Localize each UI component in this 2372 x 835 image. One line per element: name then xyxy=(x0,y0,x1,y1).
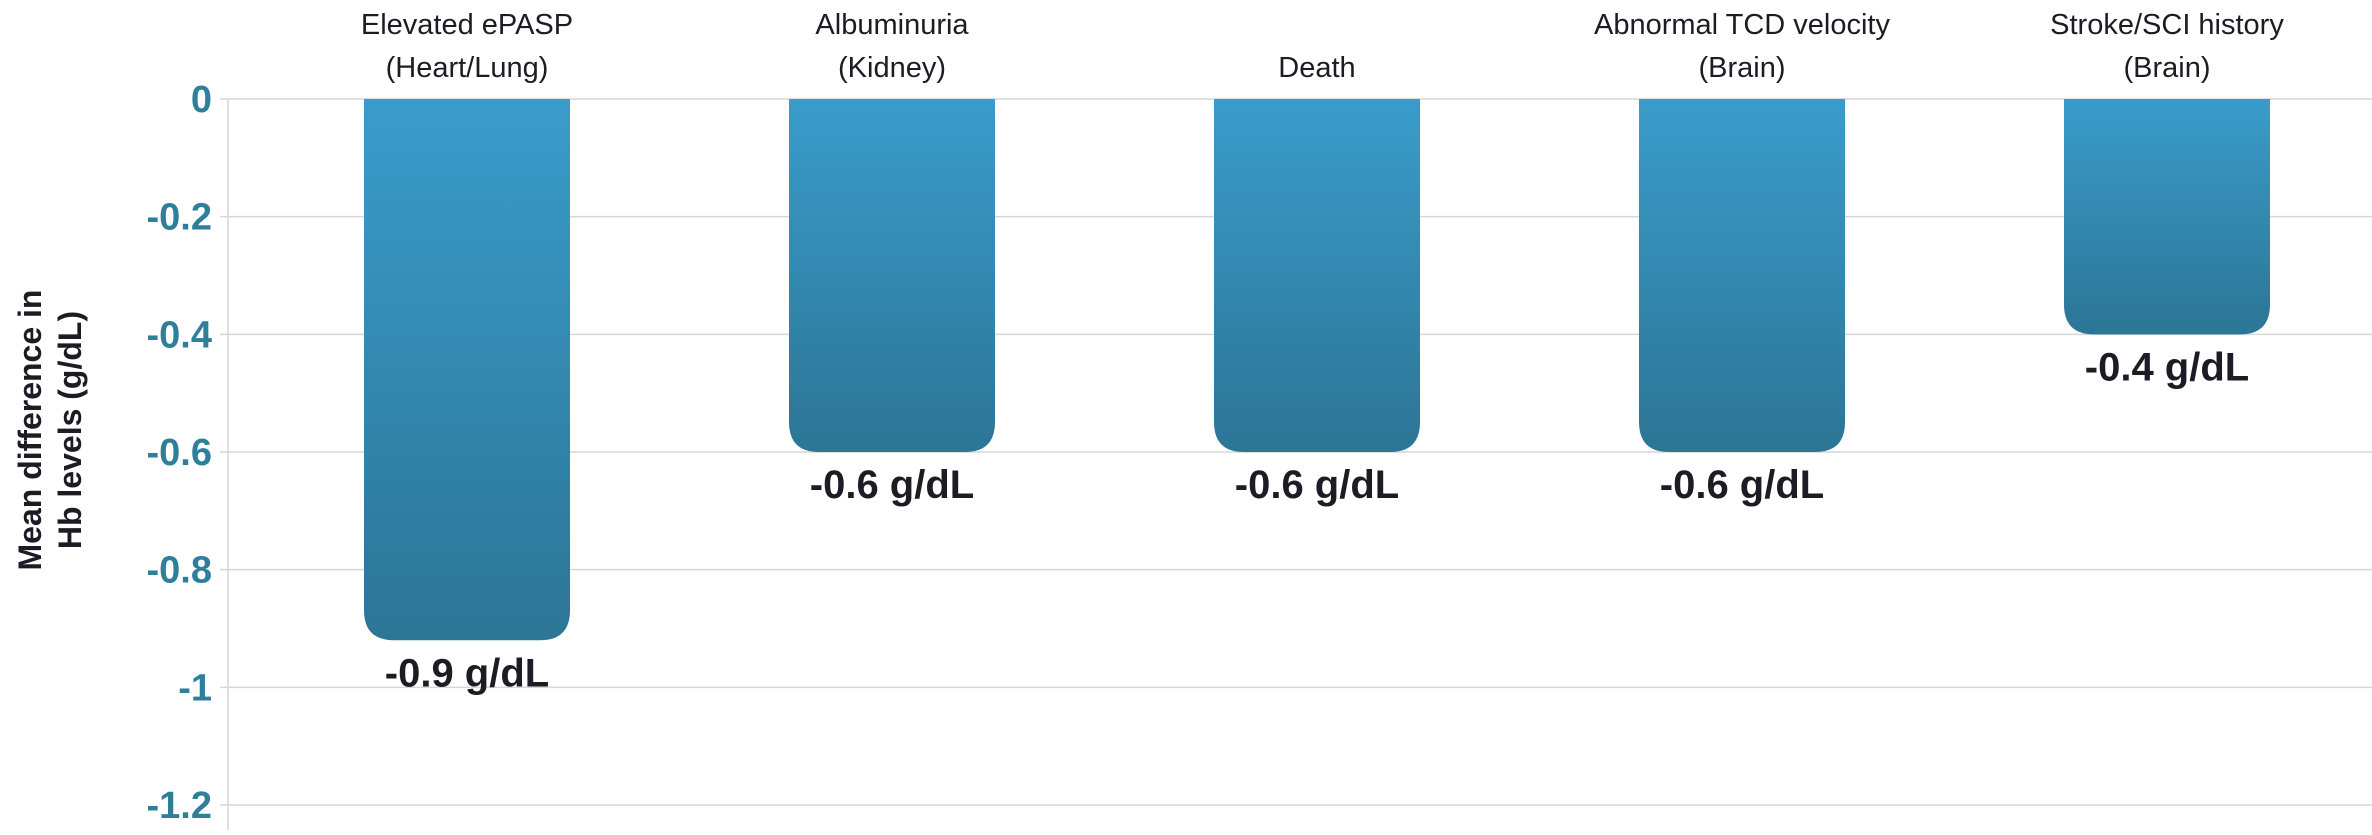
category-label: Albuminuria (Kidney) xyxy=(815,9,969,84)
category-label: Stroke/SCI history (Brain) xyxy=(2050,9,2284,84)
category-label: Elevated ePASP (Heart/Lung) xyxy=(361,9,573,84)
bar xyxy=(789,99,995,452)
bar xyxy=(1214,99,1420,452)
bar xyxy=(1639,99,1845,452)
y-tick-label: -0.4 xyxy=(147,314,212,356)
category-label-line: Death xyxy=(1278,52,1355,84)
category-label-line: Stroke/SCI history xyxy=(2050,9,2284,41)
y-tick-label: -0.8 xyxy=(147,550,212,592)
category-label-line: (Brain) xyxy=(2123,52,2210,84)
bar xyxy=(364,99,570,641)
category-label-line: (Heart/Lung) xyxy=(386,52,549,84)
y-tick-label: 0 xyxy=(191,79,212,121)
y-axis-title: Mean difference in Hb levels (g/dL) xyxy=(12,290,88,571)
bars xyxy=(364,99,2270,641)
y-tick-label: -1 xyxy=(178,667,212,709)
category-label-line: Albuminuria xyxy=(815,9,969,41)
bar-value-label: -0.6 g/dL xyxy=(810,463,974,507)
y-axis: 0 -0.2 -0.4 -0.6 -0.8 -1 -1.2 Mean difference i… xyxy=(12,79,229,830)
category-label-line: (Kidney) xyxy=(838,52,946,84)
bar-value-label: -0.6 g/dL xyxy=(1235,463,1399,507)
y-tick-label: -0.2 xyxy=(147,197,212,239)
y-axis-title-line: Mean difference in xyxy=(12,290,48,571)
bar-value-label: -0.9 g/dL xyxy=(385,651,549,695)
labels: -0.9 g/dL Elevated ePASP (Heart/Lung) -0.6 … xyxy=(361,9,2284,695)
bar xyxy=(2064,99,2270,335)
y-tick-label: -1.2 xyxy=(147,785,212,827)
category-label: Death xyxy=(1278,52,1355,84)
category-label-line: (Brain) xyxy=(1698,52,1785,84)
y-axis-title-line: Hb levels (g/dL) xyxy=(52,311,88,549)
y-tick-label: -0.6 xyxy=(147,432,212,474)
category-label-line: Elevated ePASP xyxy=(361,9,573,41)
category-label: Abnormal TCD velocity (Brain) xyxy=(1594,9,1891,84)
category-label-line: Abnormal TCD velocity xyxy=(1594,9,1891,41)
bar-value-label: -0.4 g/dL xyxy=(2085,345,2249,389)
bar-value-label: -0.6 g/dL xyxy=(1660,463,1824,507)
